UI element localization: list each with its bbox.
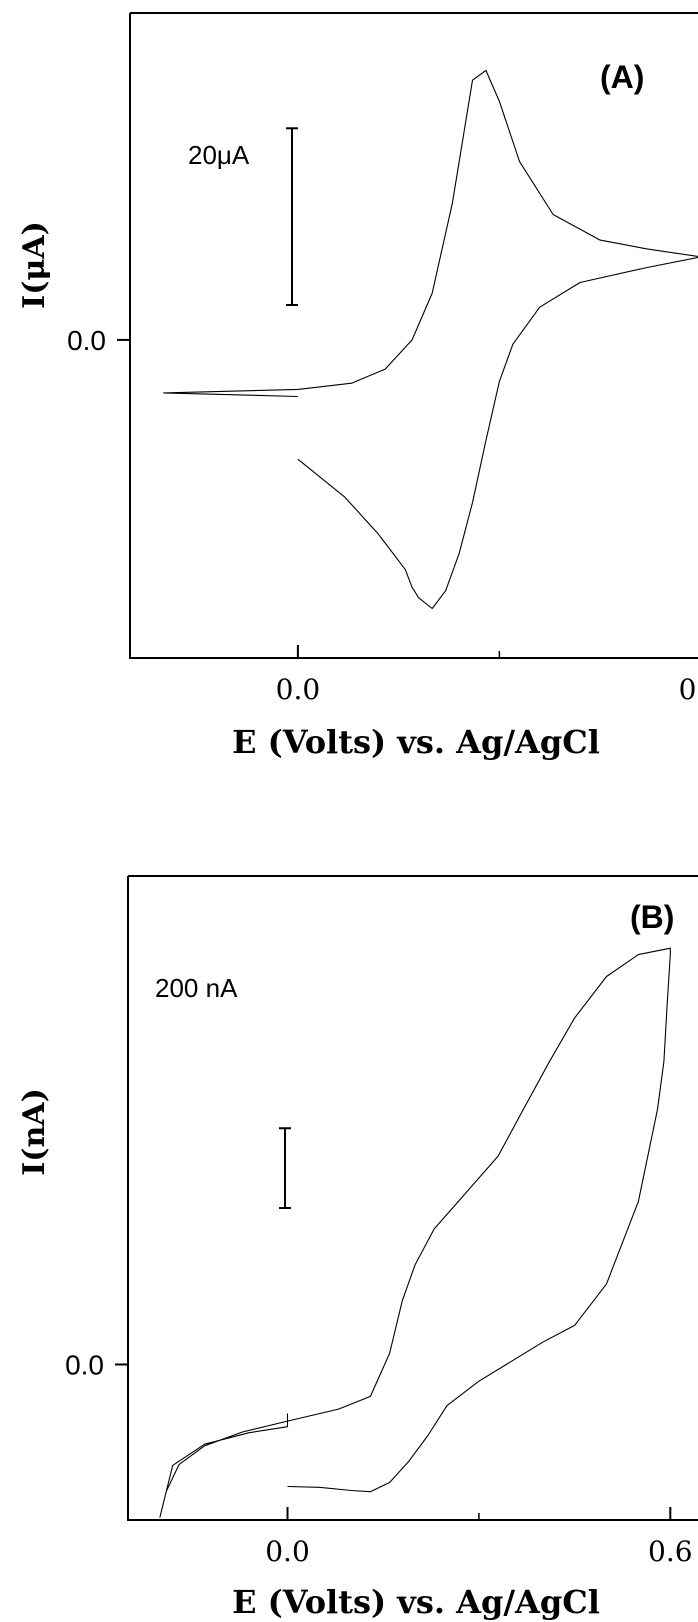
y-ticks-b: 0.0 — [65, 1349, 128, 1380]
x-tick-label: 0.6 — [679, 673, 698, 706]
panel-label-a: (A) — [600, 59, 644, 95]
y-axis-label-b: I(nA) — [17, 1088, 52, 1176]
x-ticks-a: 0.0 0.6 — [276, 645, 698, 706]
panel-a: 0.0 0.6 0.0 20μA (A) I(μA) E (Volts) vs. … — [17, 12, 698, 761]
panel-label-b: (B) — [630, 899, 674, 935]
plot-frame-b — [127, 875, 698, 1521]
scale-bar-b — [279, 1127, 291, 1209]
x-tick-label: 0.6 — [648, 1535, 693, 1568]
scale-bar-a — [286, 127, 298, 306]
x-axis-label-b: E (Volts) vs. Ag/AgCl — [232, 1583, 600, 1621]
y-ticks-a: 0.0 — [67, 325, 130, 356]
x-axis-label-a: E (Volts) vs. Ag/AgCl — [232, 723, 600, 761]
plot-frame-a — [129, 12, 698, 659]
panel-b: 0.0 0.6 0.0 200 nA (B) I(nA) E (Volts) vs… — [17, 875, 698, 1621]
x-tick-label: 0.0 — [265, 1535, 310, 1568]
y-tick-label: 0.0 — [67, 325, 106, 356]
x-tick-label: 0.0 — [276, 673, 321, 706]
y-tick-label: 0.0 — [65, 1349, 104, 1380]
y-axis-label-a: I(μA) — [17, 221, 52, 309]
scale-bar-label-b: 200 nA — [155, 973, 238, 1003]
voltammogram-curve-a — [163, 69, 698, 610]
x-ticks-b: 0.0 0.6 — [265, 1507, 693, 1568]
scale-bar-label-a: 20μA — [188, 140, 250, 170]
voltammogram-curve-b — [159, 947, 671, 1518]
